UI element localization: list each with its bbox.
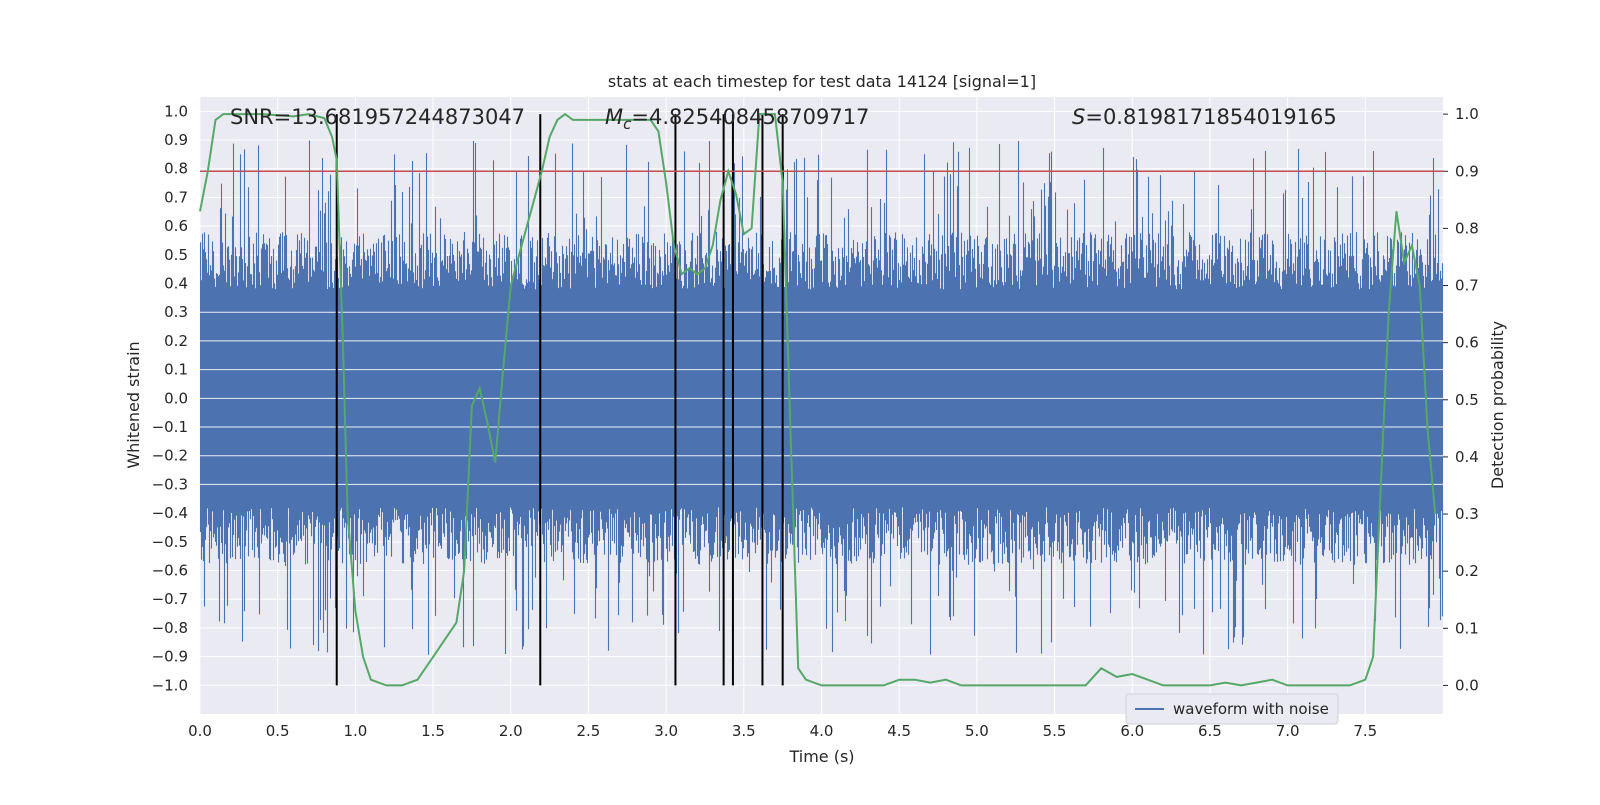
legend-label: waveform with noise [1173, 700, 1329, 718]
y-tick-label: 0.6 [164, 217, 188, 235]
chart-title: stats at each timestep for test data 141… [608, 72, 1036, 91]
x-tick-label: 4.5 [887, 722, 911, 740]
detection-markers [335, 114, 784, 686]
probability-line [199, 112, 1437, 687]
snr-annotation: SNR=13.681957244873047 [230, 105, 525, 129]
y-tick-label: −0.9 [152, 648, 188, 666]
y-tick-label: 0.5 [164, 246, 188, 264]
y-right-axis-title: Detection probability [1488, 321, 1507, 489]
y-right-tick-label: 1.0 [1455, 105, 1479, 123]
y-tick-label: 0.8 [164, 160, 188, 178]
waveform-line [199, 140, 1444, 655]
y-tick-label: 0.3 [164, 303, 188, 321]
x-tick-label: 2.0 [499, 722, 523, 740]
y-axis-right: 1.0 0.9 0.8 0.7 0.6 0.5 0.4 0.3 0.2 0.1 0.0 [1443, 105, 1479, 694]
chirp-mass-value: =4.825408458709717 [631, 105, 869, 129]
x-tick-label: 3.5 [732, 722, 756, 740]
x-tick-label: 0.5 [266, 722, 290, 740]
x-tick-label: 1.5 [421, 722, 445, 740]
x-axis-title: Time (s) [788, 747, 854, 766]
y-tick-label: −0.5 [152, 533, 188, 551]
y-tick-label: 0.7 [164, 188, 188, 206]
x-tick-label: 6.5 [1198, 722, 1222, 740]
y-right-tick-label: 0.6 [1455, 334, 1479, 352]
y-right-tick-label: 0.1 [1455, 619, 1479, 637]
y-tick-label: 0.9 [164, 131, 188, 149]
legend: waveform with noise [1125, 693, 1339, 725]
y-tick-label: 0.2 [164, 332, 188, 350]
y-tick-label: 1.0 [164, 102, 188, 120]
s-value: =0.8198171854019165 [1085, 105, 1336, 129]
y-right-tick-label: 0.0 [1455, 676, 1479, 694]
x-axis: 0.0 0.5 1.0 1.5 2.0 2.5 3.0 3.5 4.0 4.5 5.0 5.5 6.0 6… [188, 722, 1377, 740]
chirp-mass-symbol: M [605, 105, 623, 129]
x-tick-label: 4.0 [810, 722, 834, 740]
y-right-tick-label: 0.4 [1455, 448, 1479, 466]
y-tick-label: −0.7 [152, 590, 188, 608]
y-tick-label: −0.8 [152, 619, 188, 637]
y-right-tick-label: 0.3 [1455, 505, 1479, 523]
y-right-tick-label: 0.7 [1455, 277, 1479, 295]
y-tick-label: −0.3 [152, 475, 188, 493]
x-tick-label: 3.0 [654, 722, 678, 740]
chirp-mass-annotation: Mc=4.825408458709717 [605, 105, 869, 133]
y-right-tick-label: 0.8 [1455, 219, 1479, 237]
y-tick-label: 0.4 [164, 275, 188, 293]
y-tick-label: −0.4 [152, 504, 188, 522]
x-tick-label: 7.0 [1276, 722, 1300, 740]
x-tick-label: 5.0 [965, 722, 989, 740]
x-tick-label: 5.5 [1043, 722, 1067, 740]
y-right-tick-label: 0.5 [1455, 391, 1479, 409]
probability-series [199, 112, 1437, 687]
x-tick-label: 0.0 [188, 722, 212, 740]
s-annotation: S=0.8198171854019165 [1072, 105, 1337, 129]
y-right-tick-label: 0.9 [1455, 162, 1479, 180]
y-tick-label: −0.1 [152, 418, 188, 436]
x-tick-label: 7.5 [1353, 722, 1377, 740]
legend-box [1125, 693, 1339, 725]
x-tick-label: 6.0 [1120, 722, 1144, 740]
y-axis-title: Whitened strain [124, 341, 143, 468]
x-tick-label: 1.0 [343, 722, 367, 740]
s-symbol: S [1072, 105, 1085, 129]
y-tick-label: −0.2 [152, 447, 188, 465]
y-tick-label: 0.1 [164, 361, 188, 379]
x-tick-label: 2.5 [577, 722, 601, 740]
y-axis-left: 1.0 0.9 0.8 0.7 0.6 0.5 0.4 0.3 0.2 0.1 0.0 −0.1 −0.… [152, 102, 188, 694]
waveform-series [199, 140, 1444, 655]
y-right-tick-label: 0.2 [1455, 562, 1479, 580]
y-tick-label: −0.6 [152, 562, 188, 580]
y-tick-label: 0.0 [164, 389, 188, 407]
y-tick-label: −1.0 [152, 676, 188, 694]
chirp-mass-subscript: c [623, 115, 632, 133]
